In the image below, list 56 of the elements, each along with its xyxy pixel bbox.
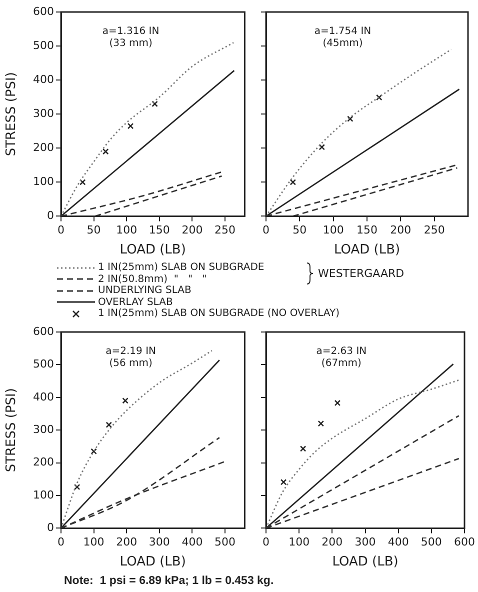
annotation: a=2.63 IN (67mm) (316, 346, 367, 369)
legend-label: UNDERLYING SLAB (98, 285, 192, 296)
x-tick-label: 150 (356, 224, 378, 237)
y-tick-label: 500 (33, 358, 54, 371)
x-axis-title: LOAD (LB) (120, 242, 186, 258)
x-tick-label: 500 (420, 536, 442, 549)
x-tick-label: 500 (214, 536, 236, 549)
annotation: a=2.19 IN (56 mm) (106, 346, 156, 369)
text: WESTERGAARD (318, 266, 404, 280)
x-tick-label: 250 (214, 224, 236, 237)
x-tick-label: 100 (288, 536, 310, 549)
x-tick-label: 400 (388, 536, 409, 549)
x-tick-label: 300 (148, 536, 170, 549)
y-tick-label: 200 (33, 140, 54, 154)
x-tick-label: 0 (58, 224, 64, 237)
x-tick-label: 200 (182, 224, 203, 237)
y-tick-label: 200 (33, 456, 54, 469)
legend-label: 2 IN(50.8mm) " " " (98, 274, 207, 285)
legend-label: 1 IN(25mm) SLAB ON SUBGRADE (NO OVERLAY) (98, 308, 340, 320)
x-tick-label: 600 (454, 536, 475, 549)
y-tick-label: 0 (47, 521, 54, 534)
annotation: a=1.316 IN (33 mm) (102, 26, 160, 49)
x-tick-label: 0 (58, 536, 64, 549)
x-tick-label: 200 (390, 224, 412, 237)
x-tick-label: 150 (148, 224, 170, 237)
text: Note: 1 psi = 6.89 kPa; 1 lb = 0.453 kg. (64, 575, 274, 587)
x-tick-label: 0 (262, 224, 270, 237)
x-tick-label: 300 (354, 536, 376, 549)
legend-label: 1 IN(25mm) SLAB ON SUBGRADE (98, 262, 264, 274)
y-axis-title: STRESS (PSI) (4, 72, 20, 156)
x-axis-title: LOAD (LB) (332, 554, 398, 570)
y-axis-title: STRESS (PSI) (4, 388, 20, 472)
y-tick-label: 100 (33, 488, 54, 502)
x-tick-label: 100 (83, 536, 104, 549)
x-tick-label: 400 (182, 536, 203, 549)
y-tick-label: 300 (33, 106, 54, 120)
y-tick-label: 400 (33, 72, 54, 86)
legend-label: OVERLAY SLAB (98, 296, 173, 308)
y-tick-label: 0 (47, 209, 54, 222)
x-tick-label: 200 (116, 536, 138, 549)
y-tick-label: 500 (33, 38, 54, 52)
y-tick-label: 400 (33, 390, 54, 404)
x-tick-label: 100 (322, 224, 344, 237)
x-tick-label: 50 (86, 224, 101, 237)
x-axis-title: LOAD (LB) (334, 242, 400, 258)
y-tick-label: 100 (33, 175, 54, 188)
x-tick-label: 0 (262, 536, 270, 549)
x-tick-label: 50 (292, 224, 307, 237)
x-tick-label: 200 (322, 536, 343, 549)
y-tick-label: 600 (33, 4, 54, 18)
x-tick-label: 250 (424, 224, 445, 237)
x-axis-title: LOAD (LB) (120, 554, 186, 570)
y-tick-label: 600 (33, 324, 54, 338)
y-tick-label: 300 (33, 422, 54, 436)
x-tick-label: 100 (116, 224, 138, 237)
annotation: a=1.754 IN (45mm) (314, 26, 372, 49)
